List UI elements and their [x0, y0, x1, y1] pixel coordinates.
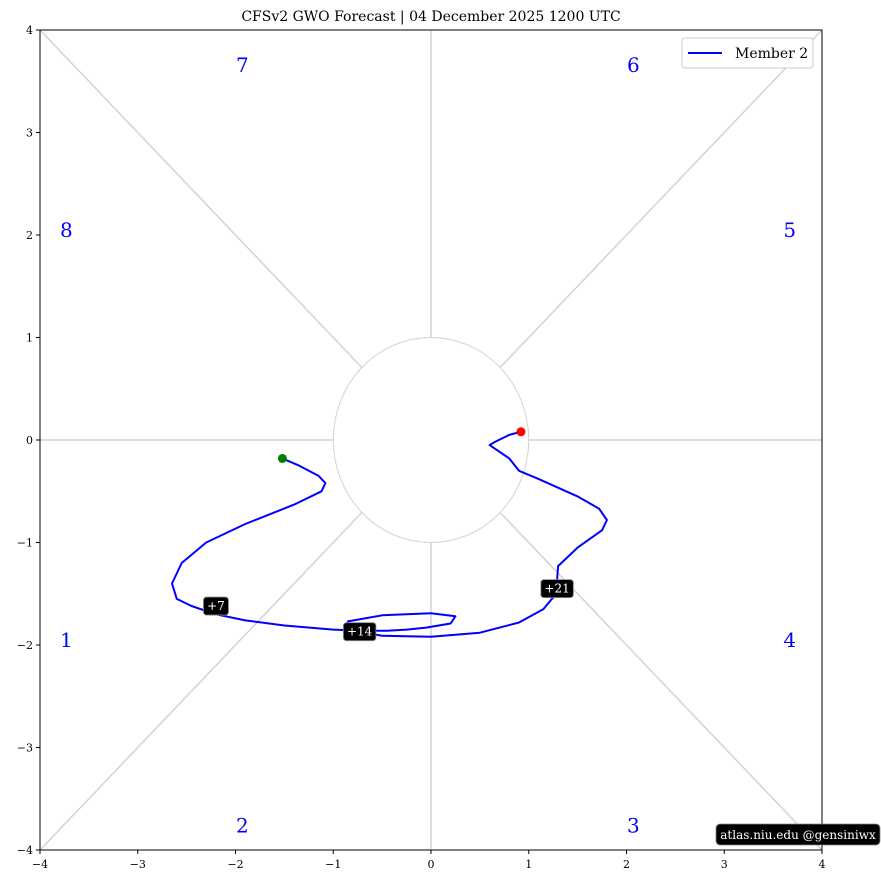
- y-tick-label: −4: [17, 844, 33, 857]
- credit-label: atlas.niu.edu @gensiniwx: [720, 828, 876, 842]
- y-tick-label: −3: [17, 742, 33, 755]
- y-tick-label: 3: [26, 127, 33, 140]
- phase-label: 7: [236, 53, 249, 77]
- day-label: +14: [347, 625, 373, 639]
- x-tick-label: 4: [819, 858, 826, 871]
- day-label-box: [540, 579, 574, 599]
- y-tick-label: 1: [26, 332, 33, 345]
- y-tick-label: 0: [26, 434, 33, 447]
- series-line: [171, 430, 608, 638]
- phase-label: 6: [627, 53, 640, 77]
- x-tick-label: 0: [428, 858, 435, 871]
- phase-label: 1: [60, 628, 73, 652]
- x-tick-label: 3: [721, 858, 728, 871]
- legend-label: Member 2: [735, 46, 808, 62]
- chart-title: CFSv2 GWO Forecast | 04 December 2025 12…: [241, 9, 620, 25]
- y-tick-label: −1: [17, 537, 33, 550]
- day-label-box: [203, 596, 229, 616]
- credit-box: [715, 823, 881, 846]
- inner-circle: [332, 337, 530, 543]
- x-tick-label: −4: [32, 858, 48, 871]
- x-tick-label: 2: [623, 858, 630, 871]
- start-marker: [277, 453, 287, 463]
- x-tick-label: −3: [130, 858, 146, 871]
- y-tick-label: 4: [26, 24, 33, 37]
- phase-label: 3: [627, 813, 640, 837]
- x-tick-label: 1: [525, 858, 532, 871]
- plot-area: 1 2 3 4 5 6 7 8 +7 +14 +21 −4 −3 −2 −1 0 1 2 3 4 −4 −3 −2 −1 0 1 2…: [17, 24, 881, 871]
- y-tick-label: −2: [17, 639, 33, 652]
- end-marker: [516, 427, 526, 437]
- phase-label: 4: [783, 628, 796, 652]
- x-tick-label: −1: [325, 858, 341, 871]
- day-label: +21: [544, 582, 569, 596]
- phase-label: 5: [783, 218, 796, 242]
- day-label: +7: [207, 599, 225, 613]
- legend-box: [681, 37, 814, 69]
- phase-label: 2: [236, 813, 249, 837]
- y-tick-label: 2: [26, 229, 33, 242]
- phase-label: 8: [60, 218, 73, 242]
- x-tick-label: −2: [227, 858, 243, 871]
- day-label-box: [342, 622, 377, 642]
